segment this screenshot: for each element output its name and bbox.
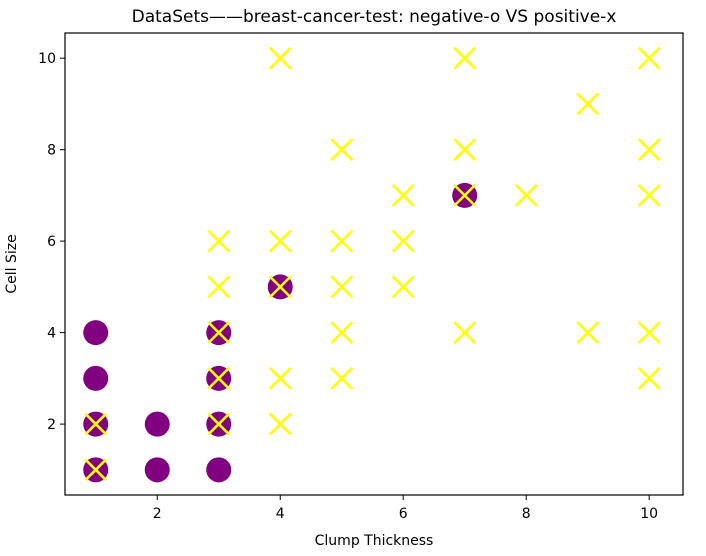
positive-point-stroke bbox=[330, 229, 354, 253]
positive-point-stroke bbox=[576, 321, 600, 345]
positive-point bbox=[207, 275, 231, 299]
positive-point bbox=[330, 366, 354, 390]
positive-point-stroke bbox=[268, 46, 292, 70]
negative-point bbox=[83, 320, 109, 346]
positive-point bbox=[453, 46, 477, 70]
x-axis: 2 4 6 8 10 bbox=[153, 495, 658, 522]
positive-point bbox=[637, 321, 661, 345]
x-tick-label: 6 bbox=[399, 506, 408, 522]
positive-point bbox=[576, 321, 600, 345]
y-tick-label: 8 bbox=[47, 143, 56, 159]
x-tick-label: 10 bbox=[640, 506, 658, 522]
positive-point bbox=[84, 412, 108, 436]
positive-point bbox=[330, 138, 354, 162]
positive-point bbox=[268, 229, 292, 253]
positive-point bbox=[330, 321, 354, 345]
positive-point-stroke bbox=[637, 366, 661, 390]
positive-point-stroke bbox=[268, 366, 292, 390]
positive-point bbox=[330, 275, 354, 299]
positive-point bbox=[268, 412, 292, 436]
y-axis-label: Cell Size bbox=[4, 234, 20, 293]
positive-point bbox=[391, 229, 415, 253]
positive-point-stroke bbox=[514, 183, 538, 207]
x-tick-label: 4 bbox=[276, 506, 285, 522]
y-tick-label: 4 bbox=[47, 326, 56, 342]
positive-point-stroke bbox=[391, 229, 415, 253]
x-tick-label: 8 bbox=[522, 506, 531, 522]
positive-point-stroke bbox=[453, 183, 477, 207]
positive-point bbox=[207, 412, 231, 436]
positive-point bbox=[268, 366, 292, 390]
positive-point-stroke bbox=[207, 275, 231, 299]
positive-point-stroke bbox=[268, 412, 292, 436]
x-tick-label: 2 bbox=[153, 506, 162, 522]
positive-point-stroke bbox=[637, 183, 661, 207]
positive-point bbox=[207, 321, 231, 345]
positive-point-stroke bbox=[207, 229, 231, 253]
positive-point-stroke bbox=[391, 275, 415, 299]
positive-point-stroke bbox=[207, 366, 231, 390]
positive-point bbox=[514, 183, 538, 207]
positive-point-stroke bbox=[207, 412, 231, 436]
y-tick-label: 6 bbox=[47, 234, 56, 250]
negative-point bbox=[144, 411, 170, 437]
y-tick-label: 10 bbox=[38, 51, 56, 67]
positive-point-stroke bbox=[84, 458, 108, 482]
positive-point-stroke bbox=[207, 321, 231, 345]
positive-point-stroke bbox=[637, 138, 661, 162]
positive-point-stroke bbox=[637, 46, 661, 70]
positive-point bbox=[84, 458, 108, 482]
chart-title: DataSets——breast-cancer-test: negative-o… bbox=[132, 7, 617, 27]
positive-point bbox=[576, 92, 600, 116]
positive-point bbox=[268, 46, 292, 70]
positive-point bbox=[268, 275, 292, 299]
positive-point bbox=[207, 229, 231, 253]
positive-point bbox=[453, 138, 477, 162]
positive-point bbox=[453, 321, 477, 345]
positive-point-stroke bbox=[330, 366, 354, 390]
positive-point-stroke bbox=[330, 321, 354, 345]
negative-point bbox=[83, 365, 109, 391]
y-axis: 2 4 6 8 10 bbox=[38, 51, 65, 433]
positive-point bbox=[330, 229, 354, 253]
positive-point-stroke bbox=[84, 412, 108, 436]
positive-point-stroke bbox=[330, 138, 354, 162]
positive-point bbox=[637, 138, 661, 162]
positive-point-stroke bbox=[453, 321, 477, 345]
positive-point bbox=[391, 275, 415, 299]
y-tick-label: 2 bbox=[47, 417, 56, 433]
positive-point-stroke bbox=[268, 229, 292, 253]
positive-point-stroke bbox=[391, 183, 415, 207]
plot-area bbox=[83, 46, 661, 483]
positive-point bbox=[391, 183, 415, 207]
positive-point bbox=[637, 366, 661, 390]
positive-point-stroke bbox=[453, 46, 477, 70]
negative-point bbox=[144, 457, 170, 483]
positive-point-stroke bbox=[330, 275, 354, 299]
positive-point bbox=[453, 183, 477, 207]
series-positive-markers bbox=[84, 46, 661, 482]
positive-point-stroke bbox=[637, 321, 661, 345]
x-axis-label: Clump Thickness bbox=[315, 533, 434, 549]
positive-point bbox=[207, 366, 231, 390]
positive-point-stroke bbox=[268, 275, 292, 299]
positive-point bbox=[637, 183, 661, 207]
positive-point bbox=[637, 46, 661, 70]
positive-point-stroke bbox=[576, 92, 600, 116]
positive-point-stroke bbox=[453, 138, 477, 162]
negative-point bbox=[206, 457, 232, 483]
plot-frame bbox=[64, 32, 684, 496]
